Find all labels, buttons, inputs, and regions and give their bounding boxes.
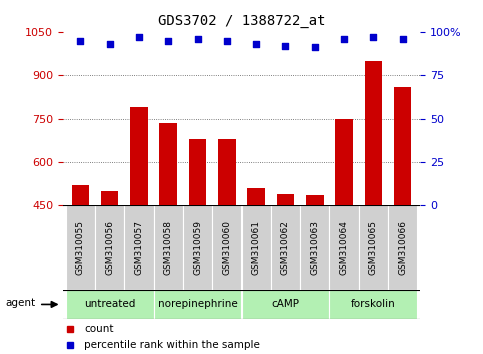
Bar — [101, 191, 118, 335]
Bar — [394, 87, 412, 335]
Text: GSM310061: GSM310061 — [252, 220, 261, 275]
Bar — [247, 188, 265, 335]
Point — [369, 34, 377, 40]
Point — [340, 36, 348, 42]
Text: count: count — [84, 324, 114, 334]
Text: percentile rank within the sample: percentile rank within the sample — [84, 340, 260, 350]
Text: GSM310059: GSM310059 — [193, 220, 202, 275]
Text: GSM310057: GSM310057 — [134, 220, 143, 275]
Text: GSM310058: GSM310058 — [164, 220, 173, 275]
Text: GSM310066: GSM310066 — [398, 220, 407, 275]
Bar — [124, 205, 154, 290]
Text: GSM310055: GSM310055 — [76, 220, 85, 275]
Text: GSM310064: GSM310064 — [340, 220, 349, 275]
Bar — [212, 205, 242, 290]
Bar — [242, 290, 329, 319]
Bar — [154, 290, 242, 319]
Bar — [66, 205, 95, 290]
Text: agent: agent — [5, 298, 35, 308]
Bar — [66, 290, 154, 319]
Point — [76, 38, 84, 44]
Text: GSM310065: GSM310065 — [369, 220, 378, 275]
Point — [164, 38, 172, 44]
Bar — [95, 205, 124, 290]
Point — [106, 41, 114, 47]
Bar — [183, 205, 212, 290]
Bar — [271, 205, 300, 290]
Bar — [130, 107, 148, 335]
Text: GSM310056: GSM310056 — [105, 220, 114, 275]
Bar — [71, 185, 89, 335]
Bar — [159, 123, 177, 335]
Text: untreated: untreated — [84, 299, 135, 309]
Point — [399, 36, 407, 42]
Bar — [365, 61, 382, 335]
Bar — [388, 205, 417, 290]
Point — [135, 34, 143, 40]
Bar — [306, 195, 324, 335]
Bar — [242, 205, 271, 290]
Bar — [329, 205, 359, 290]
Point — [194, 36, 201, 42]
Bar — [300, 205, 329, 290]
Bar — [335, 119, 353, 335]
Text: GSM310060: GSM310060 — [222, 220, 231, 275]
Bar — [359, 205, 388, 290]
Point — [223, 38, 231, 44]
Text: forskolin: forskolin — [351, 299, 396, 309]
Bar — [189, 139, 206, 335]
Bar — [154, 205, 183, 290]
Bar — [329, 290, 417, 319]
Text: GSM310063: GSM310063 — [310, 220, 319, 275]
Text: GSM310062: GSM310062 — [281, 220, 290, 275]
Text: cAMP: cAMP — [271, 299, 299, 309]
Point — [282, 43, 289, 48]
Bar — [218, 139, 236, 335]
Bar — [277, 194, 294, 335]
Title: GDS3702 / 1388722_at: GDS3702 / 1388722_at — [158, 14, 325, 28]
Text: norepinephrine: norepinephrine — [157, 299, 238, 309]
Point — [311, 45, 319, 50]
Point — [252, 41, 260, 47]
